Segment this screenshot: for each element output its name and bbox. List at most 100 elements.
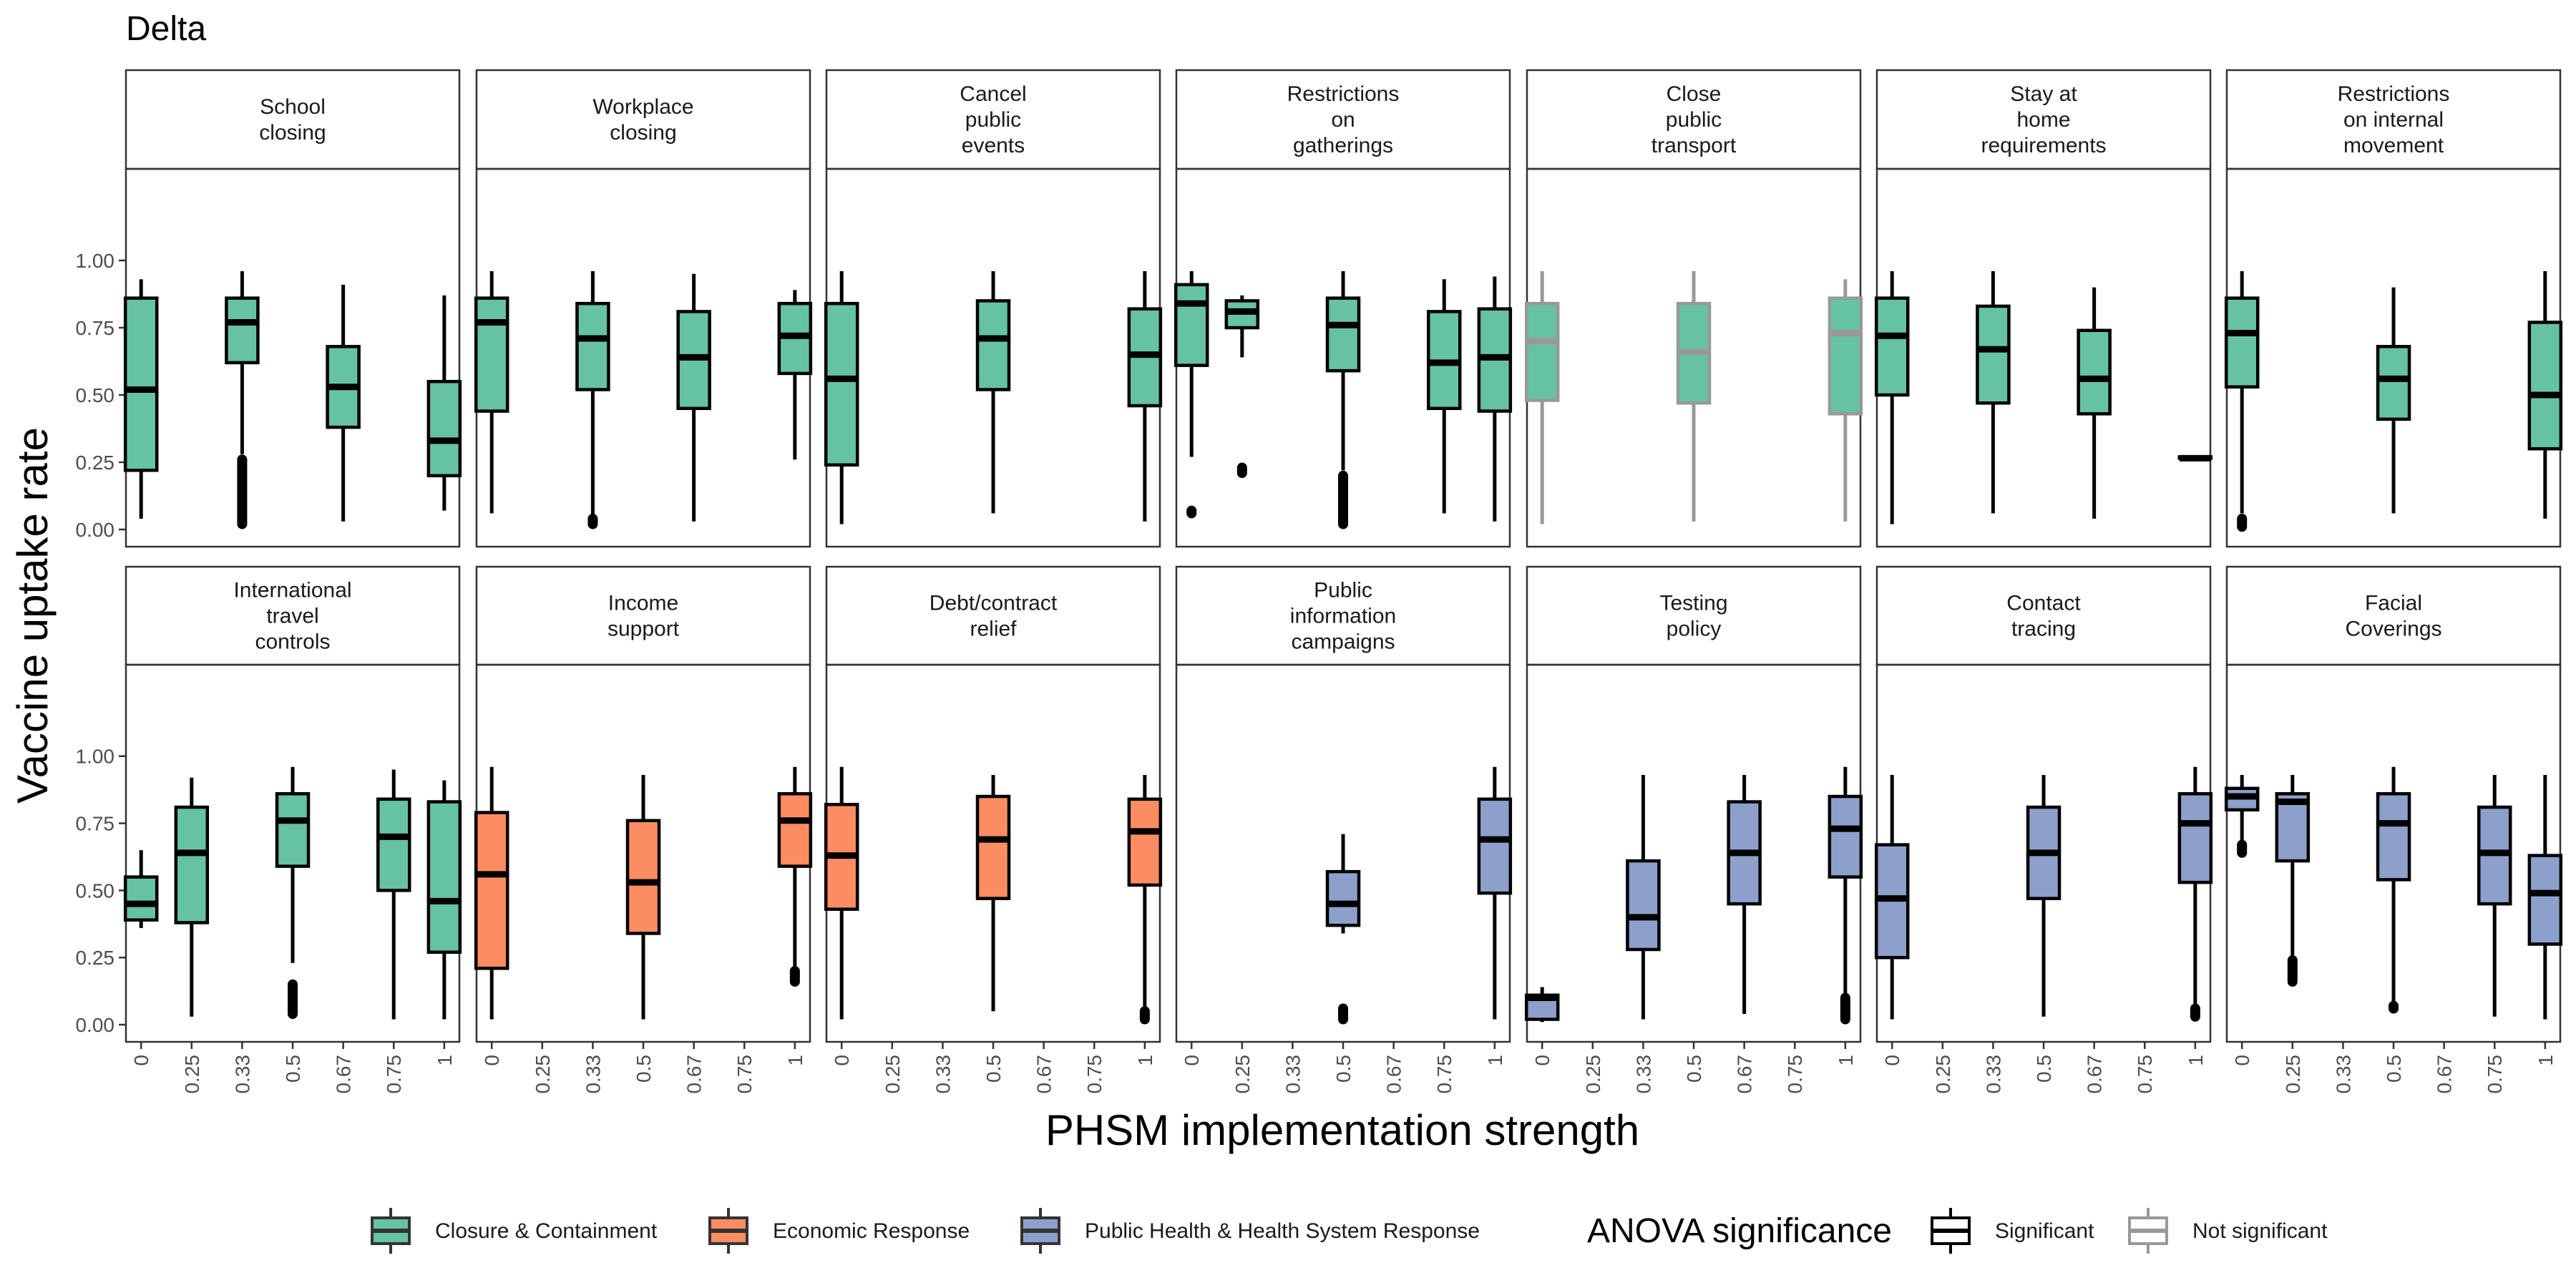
box-iqr: [824, 301, 859, 467]
facet-strip: [1175, 565, 1511, 666]
x-tick-label: 0.5: [633, 1055, 655, 1083]
facet-strip: [1875, 69, 2212, 170]
box: [2376, 766, 2411, 1014]
x-tick-label: 0.25: [1231, 1055, 1254, 1094]
facet-title-line: on internal: [2343, 108, 2444, 132]
box-iqr: [975, 794, 1011, 900]
box: [625, 775, 661, 1020]
box-iqr: [975, 299, 1011, 391]
box-iqr: [2376, 345, 2411, 421]
x-tick-label: 1: [2185, 1055, 2207, 1066]
x-tick-label: 0.67: [2434, 1055, 2456, 1094]
box: [676, 273, 711, 522]
facet-title-line: Close: [1667, 82, 1722, 106]
facet-title-line: on: [1331, 108, 1355, 132]
facet-strip: [125, 565, 461, 666]
box: [426, 780, 462, 1020]
facet-title-line: movement: [2343, 134, 2444, 157]
facet-title-line: information: [1290, 605, 1396, 628]
y-tick-label: 0.00: [76, 519, 115, 541]
facet-title-line: controls: [255, 630, 330, 654]
box: [123, 279, 159, 519]
box: [2026, 775, 2062, 1017]
facet-title-line: tracing: [2011, 618, 2076, 641]
box: [2477, 775, 2512, 1017]
box-iqr: [1626, 859, 1661, 952]
legend: Closure & Containment Economic Response Pu…: [371, 1208, 2328, 1254]
box: [824, 766, 859, 1020]
box: [2275, 775, 2311, 987]
x-tick-label: 0: [130, 1055, 152, 1066]
box-iqr: [575, 301, 610, 391]
x-tick-label: 1: [434, 1055, 456, 1066]
box: [2527, 775, 2563, 1020]
facet-title-line: Restrictions: [1287, 82, 1400, 106]
box-iqr: [1325, 869, 1361, 927]
box: [1325, 271, 1361, 530]
box: [1676, 271, 1712, 522]
box: [1477, 276, 1513, 522]
box-iqr: [2224, 296, 2260, 389]
x-tick-label: 0.67: [683, 1055, 706, 1094]
x-tick-label: 0: [481, 1055, 503, 1066]
box-iqr: [2527, 321, 2563, 451]
facet-title-line: Income: [608, 592, 678, 615]
box-iqr: [1976, 304, 2011, 405]
x-tick-label: 0.75: [1433, 1055, 1455, 1094]
facet-strip: [1526, 69, 1862, 170]
facet-title-line: campaigns: [1291, 630, 1395, 654]
x-tick-label: 1: [2534, 1055, 2557, 1066]
legend-key-ns: [2128, 1208, 2168, 1254]
y-tick-label: 1.00: [76, 746, 115, 768]
box-iqr: [123, 296, 159, 472]
box: [1874, 775, 1910, 1020]
facet-title-line: transport: [1652, 134, 1737, 157]
box: [1874, 271, 1910, 525]
facet-strip: [2225, 69, 2562, 170]
facet-title-line: International: [233, 579, 351, 602]
facet-title-line: travel: [266, 605, 318, 628]
box: [777, 290, 813, 460]
facet-title-line: Public: [1314, 579, 1372, 602]
box: [1174, 271, 1209, 519]
box-iqr: [174, 805, 210, 924]
legend-label: Significant: [1995, 1219, 2094, 1243]
x-tick-label: 0.5: [982, 1055, 1005, 1083]
facet-title-line: gatherings: [1293, 134, 1393, 157]
facet-title-line: Coverings: [2345, 618, 2441, 641]
facet-title-line: Cancel: [960, 82, 1026, 106]
facet-strip: [475, 565, 811, 666]
facet-panel: Income support 0 0.25 0.33 0.5 0.67 0.75 1: [474, 565, 813, 1094]
y-tick-label: 0.75: [76, 813, 115, 835]
legend-key-cc: [371, 1208, 411, 1254]
x-tick-label: 0.33: [231, 1055, 253, 1094]
box: [326, 284, 361, 522]
x-tick-label: 0.33: [582, 1055, 604, 1094]
facet-strip: [825, 565, 1161, 666]
box: [275, 766, 311, 1020]
x-tick-label: 0.67: [1734, 1055, 1756, 1094]
facet-panel: Internationaltravelcontrols0.000.250.500…: [76, 565, 462, 1094]
box: [1828, 279, 1863, 522]
facet-strip: [2225, 565, 2562, 666]
x-tick-label: 1: [1484, 1055, 1506, 1066]
box-iqr: [777, 792, 813, 868]
box: [2224, 271, 2260, 532]
facet-strip: [1526, 565, 1862, 666]
box-iqr: [426, 800, 462, 954]
box: [1524, 271, 1560, 525]
x-tick-label: 0.25: [532, 1055, 554, 1094]
y-tick-label: 0.25: [76, 947, 115, 969]
box-iqr: [1127, 797, 1163, 887]
box-iqr: [2376, 792, 2411, 882]
facet-title-line: Restrictions: [2338, 82, 2450, 106]
facet-title-line: support: [608, 618, 680, 641]
facet-title-line: Testing: [1659, 592, 1727, 615]
figure-title: Delta: [126, 10, 206, 48]
x-axis-title: PHSM implementation strength: [1045, 1106, 1639, 1154]
facet-title-line: policy: [1667, 618, 1722, 641]
legend-label: Economic Response: [773, 1219, 970, 1243]
